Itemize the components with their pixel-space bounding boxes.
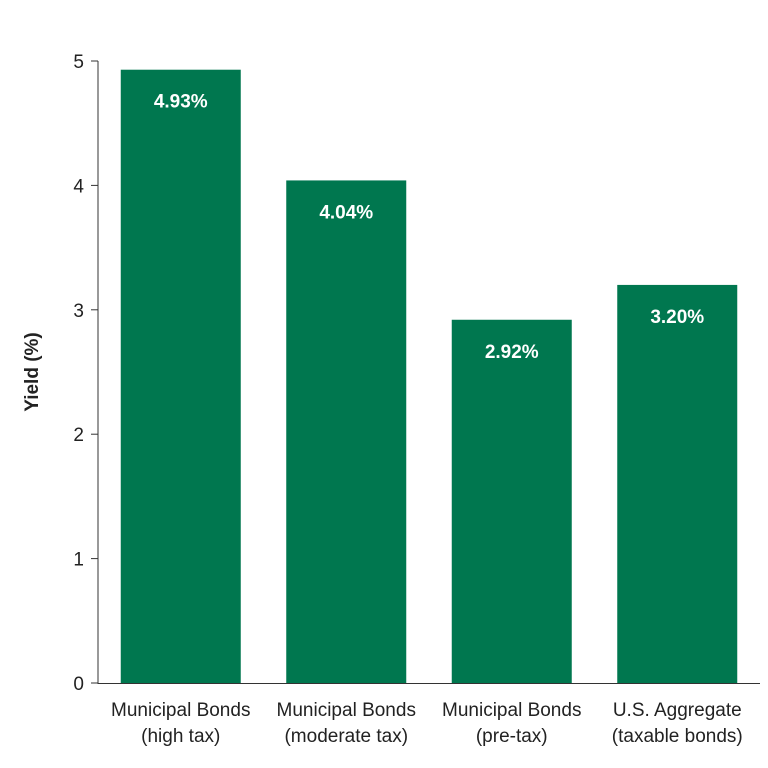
x-category-label: Municipal Bonds xyxy=(277,700,416,721)
y-tick-label: 2 xyxy=(73,425,84,446)
bar-value-label: 4.93% xyxy=(154,92,208,113)
x-category-label: (taxable bonds) xyxy=(612,726,743,747)
x-category-label: (moderate tax) xyxy=(284,726,408,747)
labels-layer: 4.93% Municipal Bonds (high tax) 4.04% Munic… xyxy=(111,92,743,747)
x-category-label: (pre-tax) xyxy=(476,726,548,747)
bar-value-label: 2.92% xyxy=(485,342,539,363)
bar-value-label: 3.20% xyxy=(650,307,704,328)
x-category-label: U.S. Aggregate xyxy=(613,700,742,721)
bar xyxy=(617,284,738,683)
y-axis-title: Yield (%) xyxy=(22,332,43,412)
bar-value-label: 4.04% xyxy=(319,202,373,223)
bar xyxy=(451,319,572,683)
y-tick-label: 5 xyxy=(73,52,84,73)
bar xyxy=(286,180,407,683)
y-tick-label: 1 xyxy=(73,550,84,571)
x-category-label: (high tax) xyxy=(141,726,220,747)
y-tick-label: 3 xyxy=(73,301,84,322)
y-tick-label: 0 xyxy=(73,674,84,695)
bars-layer xyxy=(120,69,738,683)
axes-layer: 0 1 2 3 4 5 xyxy=(73,52,760,695)
x-category-label: Municipal Bonds xyxy=(111,700,250,721)
x-category-label: Municipal Bonds xyxy=(442,700,581,721)
bar xyxy=(120,69,241,683)
y-tick-label: 4 xyxy=(73,176,84,197)
